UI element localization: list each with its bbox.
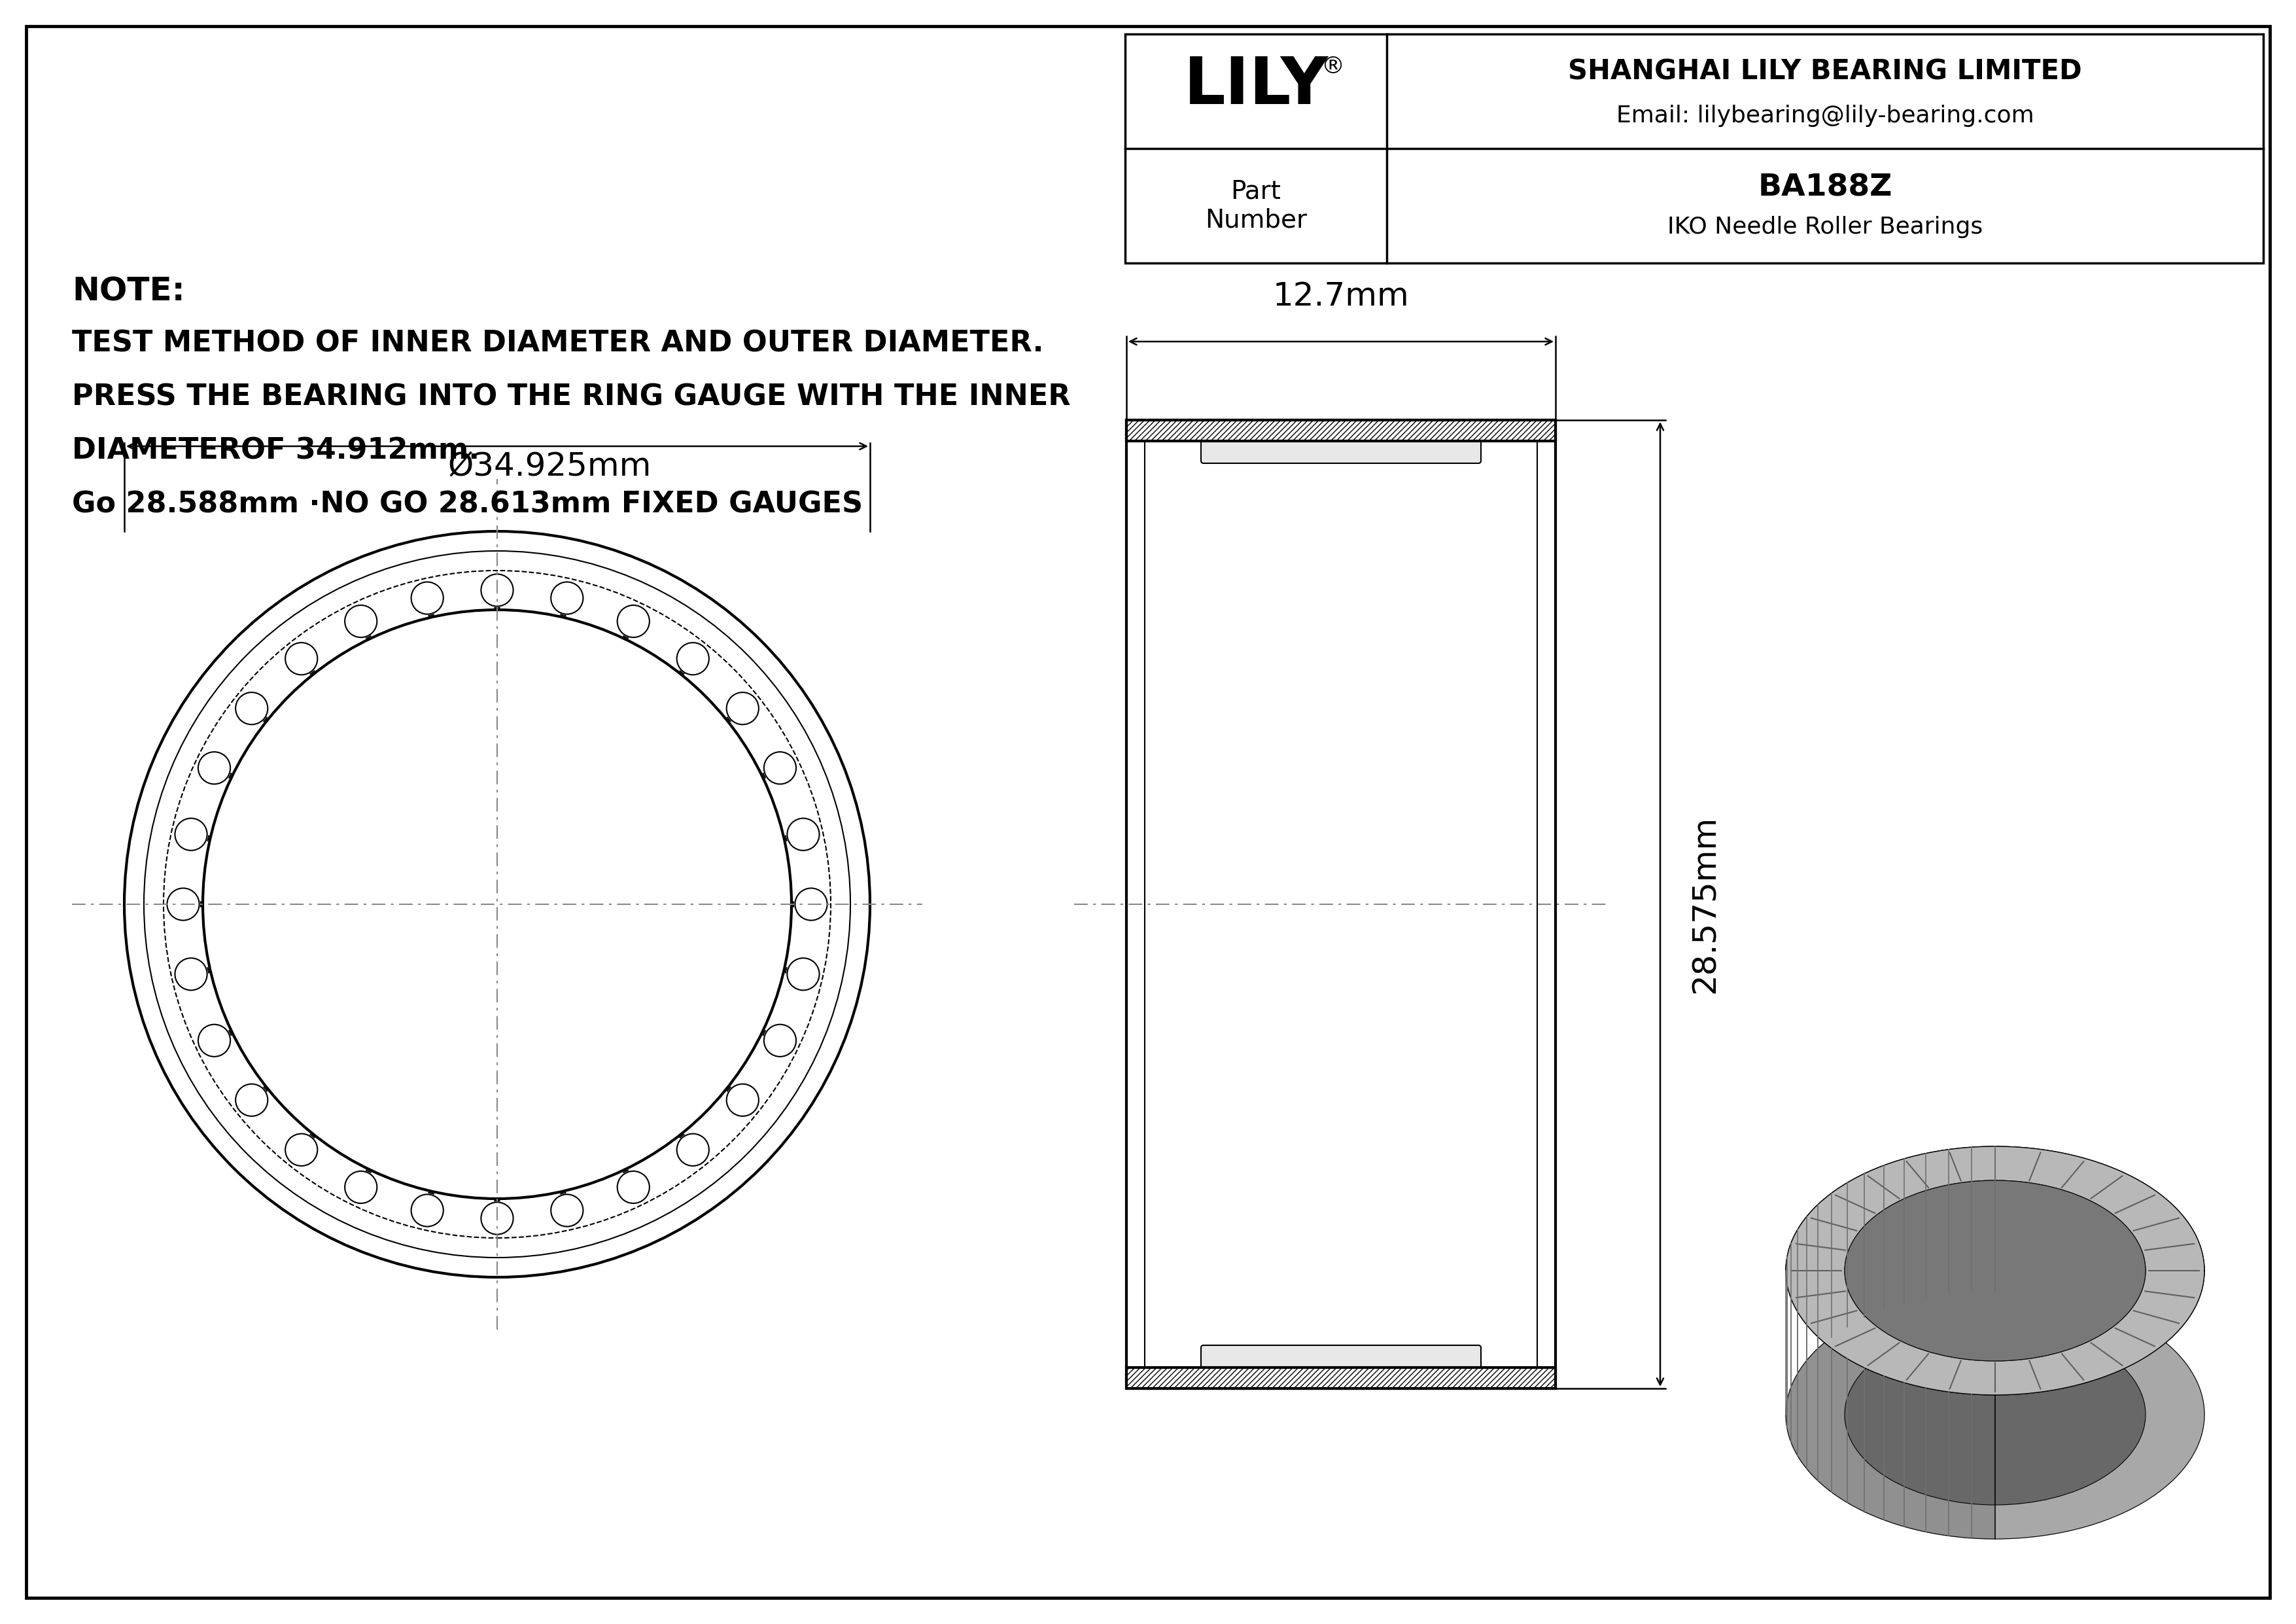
Ellipse shape xyxy=(1844,1181,2144,1361)
Bar xyxy=(1125,34,2264,263)
Bar xyxy=(1127,421,1554,442)
Text: PRESS THE BEARING INTO THE RING GAUGE WITH THE INNER: PRESS THE BEARING INTO THE RING GAUGE WI… xyxy=(71,383,1070,411)
Text: IKO Needle Roller Bearings: IKO Needle Roller Bearings xyxy=(1667,216,1984,237)
Polygon shape xyxy=(1786,1147,2204,1395)
Text: SHANGHAI LILY BEARING LIMITED: SHANGHAI LILY BEARING LIMITED xyxy=(1568,58,2082,86)
Bar xyxy=(1127,1367,1554,1389)
Text: Part
Number: Part Number xyxy=(1205,179,1306,232)
Text: TEST METHOD OF INNER DIAMETER AND OUTER DIAMETER.: TEST METHOD OF INNER DIAMETER AND OUTER … xyxy=(71,330,1045,357)
Text: Email: lilybearing@lily-bearing.com: Email: lilybearing@lily-bearing.com xyxy=(1616,106,2034,127)
Text: ®: ® xyxy=(1320,55,1345,78)
Text: BA188Z: BA188Z xyxy=(1759,172,1892,201)
Ellipse shape xyxy=(1844,1324,2144,1505)
Text: LILY: LILY xyxy=(1185,54,1327,119)
FancyBboxPatch shape xyxy=(1201,438,1481,463)
Polygon shape xyxy=(1786,1147,1995,1540)
Polygon shape xyxy=(1995,1147,2204,1540)
Text: DIAMETEROF 34.912mm.: DIAMETEROF 34.912mm. xyxy=(71,437,480,464)
Text: 12.7mm: 12.7mm xyxy=(1272,281,1410,312)
Text: Ø34.925mm: Ø34.925mm xyxy=(448,451,652,482)
Text: Go 28.588mm ·NO GO 28.613mm FIXED GAUGES: Go 28.588mm ·NO GO 28.613mm FIXED GAUGES xyxy=(71,490,863,520)
Text: 28.575mm: 28.575mm xyxy=(1690,815,1722,994)
Text: NOTE:: NOTE: xyxy=(71,276,186,307)
FancyBboxPatch shape xyxy=(1201,1345,1481,1371)
